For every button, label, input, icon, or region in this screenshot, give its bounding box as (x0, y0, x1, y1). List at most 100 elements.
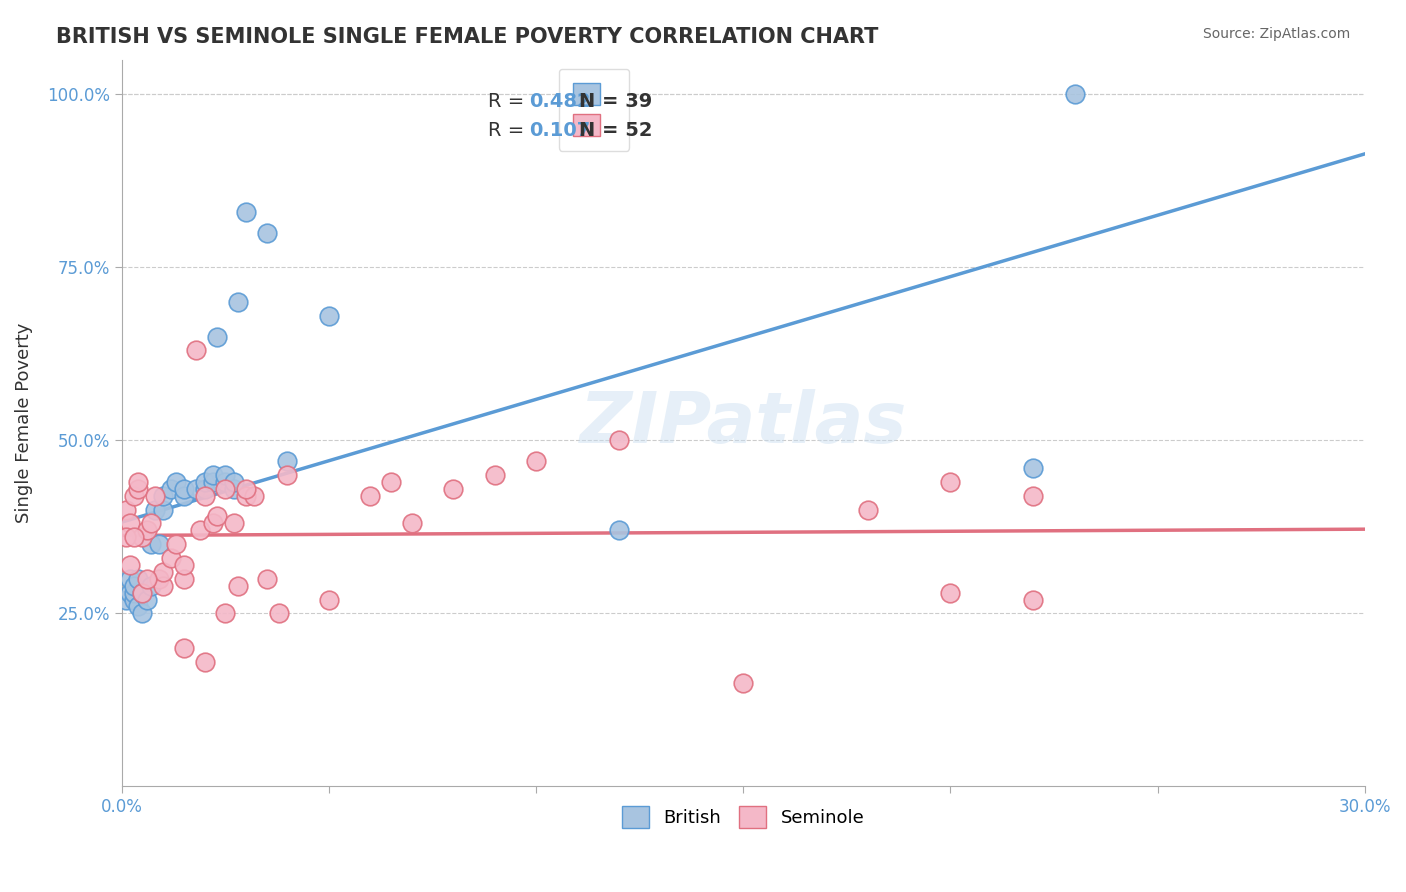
Point (256, 572, 278, 586)
Point (143, 489, 166, 503)
Point (152, 565, 174, 579)
Text: R =: R = (488, 92, 531, 111)
Point (122, 579, 145, 593)
Text: N = 39: N = 39 (579, 92, 652, 111)
Point (173, 558, 195, 572)
Point (359, 489, 381, 503)
Point (193, 482, 215, 496)
Point (160, 551, 183, 566)
Point (276, 454, 298, 468)
Point (856, 502, 879, 516)
Point (235, 205, 257, 219)
Point (235, 489, 257, 503)
Point (939, 585, 962, 599)
Text: N = 52: N = 52 (579, 121, 652, 140)
Point (127, 599, 149, 614)
Point (186, 343, 208, 358)
Point (235, 482, 257, 496)
Point (173, 640, 195, 655)
Point (1022, 489, 1045, 503)
Point (318, 309, 340, 323)
Point (127, 475, 149, 489)
Point (131, 585, 153, 599)
Point (115, 502, 138, 516)
Point (131, 530, 153, 544)
Point (148, 537, 170, 551)
Text: 0.482: 0.482 (530, 92, 591, 111)
Point (160, 482, 183, 496)
Point (222, 482, 245, 496)
Point (214, 475, 236, 489)
Point (131, 607, 153, 621)
Text: 0.107: 0.107 (530, 121, 591, 140)
Point (193, 655, 215, 669)
Point (214, 467, 236, 482)
Point (607, 434, 630, 448)
Point (118, 572, 141, 586)
Point (1022, 592, 1045, 607)
Point (122, 585, 145, 599)
Point (135, 592, 157, 607)
Point (118, 585, 141, 599)
Point (173, 572, 195, 586)
Point (243, 489, 266, 503)
Point (201, 516, 224, 531)
Point (165, 537, 187, 551)
Point (135, 572, 157, 586)
Point (276, 467, 298, 482)
Point (193, 489, 215, 503)
Point (173, 482, 195, 496)
Text: Source: ZipAtlas.com: Source: ZipAtlas.com (1202, 27, 1350, 41)
Point (607, 524, 630, 538)
Point (226, 294, 249, 309)
Point (139, 537, 162, 551)
Point (318, 592, 340, 607)
Point (269, 607, 291, 621)
Point (214, 482, 236, 496)
Point (222, 516, 245, 531)
Point (165, 475, 187, 489)
Point (122, 592, 145, 607)
Y-axis label: Single Female Poverty: Single Female Poverty (15, 323, 32, 524)
Point (139, 516, 162, 531)
Legend: British, Seminole: British, Seminole (614, 799, 872, 836)
Point (733, 675, 755, 690)
Point (139, 579, 162, 593)
Point (205, 509, 228, 524)
Point (939, 475, 962, 489)
Point (226, 579, 249, 593)
Text: R =: R = (488, 121, 531, 140)
Point (205, 329, 228, 343)
Text: BRITISH VS SEMINOLE SINGLE FEMALE POVERTY CORRELATION CHART: BRITISH VS SEMINOLE SINGLE FEMALE POVERT… (56, 27, 879, 46)
Point (152, 489, 174, 503)
Point (135, 524, 157, 538)
Point (201, 467, 224, 482)
Point (122, 489, 145, 503)
Point (127, 482, 149, 496)
Point (524, 454, 547, 468)
Point (148, 572, 170, 586)
Point (380, 475, 402, 489)
Point (190, 524, 212, 538)
Point (152, 502, 174, 516)
Text: ZIPatlas: ZIPatlas (579, 389, 907, 458)
Point (131, 585, 153, 599)
Point (222, 475, 245, 489)
Point (201, 475, 224, 489)
Point (193, 475, 215, 489)
Point (401, 516, 423, 531)
Point (214, 607, 236, 621)
Point (118, 558, 141, 572)
Point (127, 572, 149, 586)
Point (484, 467, 506, 482)
Point (186, 482, 208, 496)
Point (173, 489, 195, 503)
Point (152, 579, 174, 593)
Point (118, 516, 141, 531)
Point (256, 226, 278, 240)
Point (143, 502, 166, 516)
Point (122, 530, 145, 544)
Point (1022, 461, 1045, 475)
Point (115, 592, 138, 607)
Point (115, 530, 138, 544)
